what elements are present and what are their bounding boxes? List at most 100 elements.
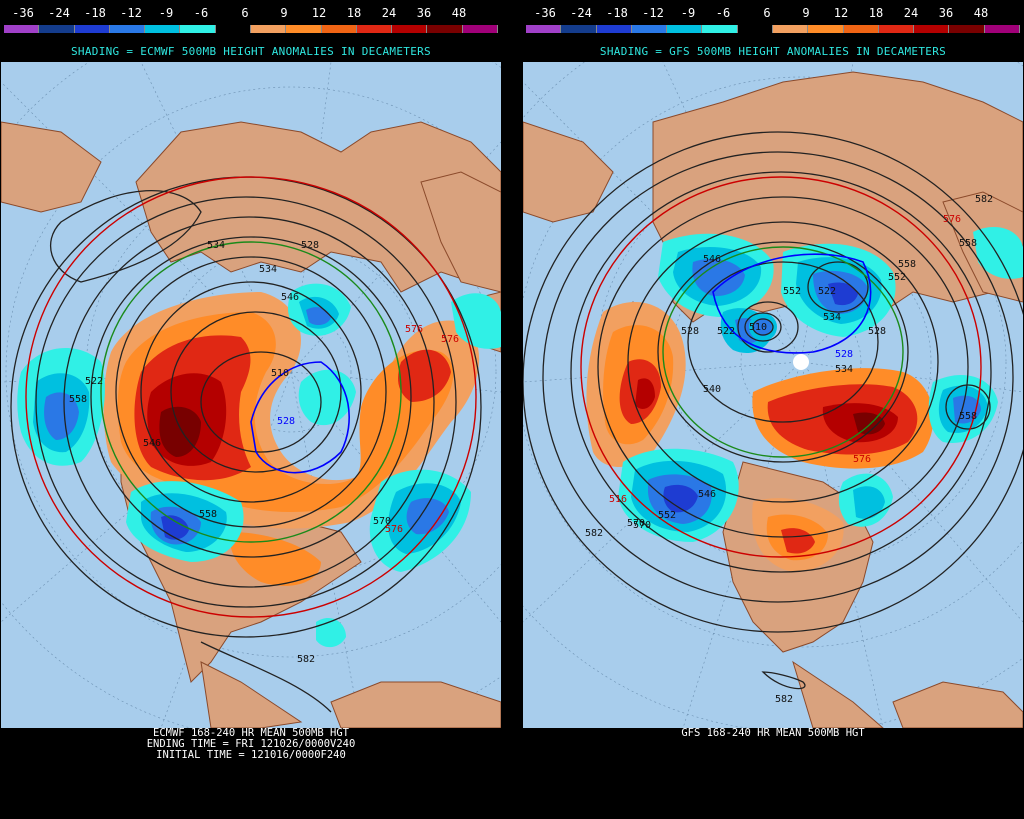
scale-label: 6 (763, 6, 771, 20)
scale-swatch (702, 25, 738, 33)
positive-anomaly-shading (103, 292, 480, 586)
contour-label: 534 (207, 240, 225, 251)
scale-swatch (843, 25, 879, 33)
scale-swatch (145, 25, 181, 33)
contour-label: 576 (943, 214, 961, 225)
contour-label: 576 (405, 324, 423, 335)
positive-anomaly-shading (586, 302, 934, 572)
scale-swatch (631, 25, 668, 33)
scale-label: 6 (241, 6, 249, 20)
contour-label: 558 (959, 238, 977, 249)
scale-label: 48 (973, 6, 989, 20)
contour-labels: 534 528 510 522 546 558 570 576 582 576 … (69, 240, 459, 665)
contour-label: 528 (277, 416, 295, 427)
ecmwf-panel: -36 -24 -18 -12 -9 -6 6 9 12 18 24 36 48… (1, 0, 501, 819)
scale-label: 36 (416, 6, 432, 20)
scale-swatch (392, 25, 428, 33)
scale-swatch (561, 25, 597, 33)
scale-label: 12 (833, 6, 849, 20)
scale-swatch (427, 25, 463, 33)
scale-label: 24 (381, 6, 397, 20)
pole-marker (793, 354, 809, 370)
color-scale-labels: -36 -24 -18 -12 -9 -6 6 9 12 18 24 36 48 (523, 6, 1023, 24)
contour-label: 534 (835, 364, 853, 375)
contour-label: 582 (585, 528, 603, 539)
run-info: ECMWF 168-240 HR MEAN 500MB HGT ENDING T… (1, 728, 501, 761)
run-info-line: INITIAL TIME = 121016/0000F240 (156, 749, 346, 761)
scale-label: -9 (158, 6, 174, 20)
contour-label: 576 (853, 454, 871, 465)
scale-label: -9 (680, 6, 696, 20)
contour-label: 558 (898, 259, 916, 270)
scale-swatch (526, 25, 562, 33)
scale-swatch (321, 25, 357, 33)
run-info-line: ENDING TIME = FRI 121026/0000V240 (146, 738, 356, 750)
scale-swatch (180, 25, 216, 33)
color-scale-labels: -36 -24 -18 -12 -9 -6 6 9 12 18 24 36 48 (1, 6, 501, 24)
contour-label: 552 (888, 272, 906, 283)
contour-label: 546 (703, 254, 721, 265)
scale-swatch (39, 25, 75, 33)
scale-swatch (250, 25, 287, 33)
contour-label: 528 (681, 326, 699, 337)
highlight-contours (580, 176, 982, 558)
scale-label: -6 (715, 6, 731, 20)
contour-label: 546 (143, 438, 161, 449)
scale-label: -18 (606, 6, 628, 20)
run-info: GFS 168-240 HR MEAN 500MB HGT (523, 728, 1023, 739)
run-info-line: GFS 168-240 HR MEAN 500MB HGT (681, 727, 865, 739)
contour-label: 570 (633, 520, 651, 531)
scale-swatch (667, 25, 703, 33)
scale-label: -6 (193, 6, 209, 20)
contour-label: 528 (301, 240, 319, 251)
ecmwf-anomaly-map: 534 528 510 522 546 558 570 576 582 576 … (1, 62, 501, 728)
scale-swatch (596, 25, 632, 33)
scale-label: -12 (120, 6, 142, 20)
contour-label: 528 (835, 349, 853, 360)
scale-label: 24 (903, 6, 919, 20)
scale-swatch (215, 25, 251, 33)
contour-label: 540 (703, 384, 721, 395)
scale-label: -18 (84, 6, 106, 20)
scale-swatch (737, 25, 773, 33)
scale-label: 9 (280, 6, 288, 20)
contour-label: 510 (749, 322, 767, 333)
scale-label: -24 (570, 6, 592, 20)
scale-swatch (74, 25, 110, 33)
contour-label: 558 (69, 394, 87, 405)
contour-label: 570 (627, 518, 645, 529)
contour-label: 534 (259, 264, 277, 275)
contour-label: 546 (281, 292, 299, 303)
scale-swatch (984, 25, 1020, 33)
contour-label: 558 (959, 411, 977, 422)
scale-swatch (462, 25, 498, 33)
contour-label: 510 (271, 368, 289, 379)
scale-swatch (914, 25, 950, 33)
scale-swatch (286, 25, 322, 33)
negative-anomaly-shading (618, 227, 1023, 542)
contour-label: 552 (783, 286, 801, 297)
color-scale-bar (4, 25, 498, 33)
contour-label: 534 (823, 312, 841, 323)
contour-label: 552 (658, 510, 676, 521)
contour-label: 522 (85, 376, 103, 387)
shading-title: SHADING = GFS 500MB HEIGHT ANOMALIES IN … (599, 45, 947, 58)
scale-swatch (772, 25, 809, 33)
contour-label: 576 (385, 524, 403, 535)
contour-label: 582 (297, 654, 315, 665)
scale-label: -24 (48, 6, 70, 20)
contour-labels: 582 570 558 552 546 522 528 510 516 540 … (585, 194, 993, 705)
shading-title: SHADING = ECMWF 500MB HEIGHT ANOMALIES I… (71, 45, 431, 58)
contour-label: 522 (717, 326, 735, 337)
highlight-contours (25, 176, 477, 618)
gfs-panel: -36 -24 -18 -12 -9 -6 6 9 12 18 24 36 48… (523, 0, 1023, 819)
panel-divider (501, 0, 523, 819)
scale-swatch (356, 25, 393, 33)
scale-swatch (949, 25, 985, 33)
scale-label: 48 (451, 6, 467, 20)
run-info-line: ECMWF 168-240 HR MEAN 500MB HGT (153, 727, 349, 739)
contour-label: 522 (818, 286, 836, 297)
contour-label: 582 (775, 694, 793, 705)
contour-label: 576 (441, 334, 459, 345)
height-contours (523, 131, 1023, 690)
